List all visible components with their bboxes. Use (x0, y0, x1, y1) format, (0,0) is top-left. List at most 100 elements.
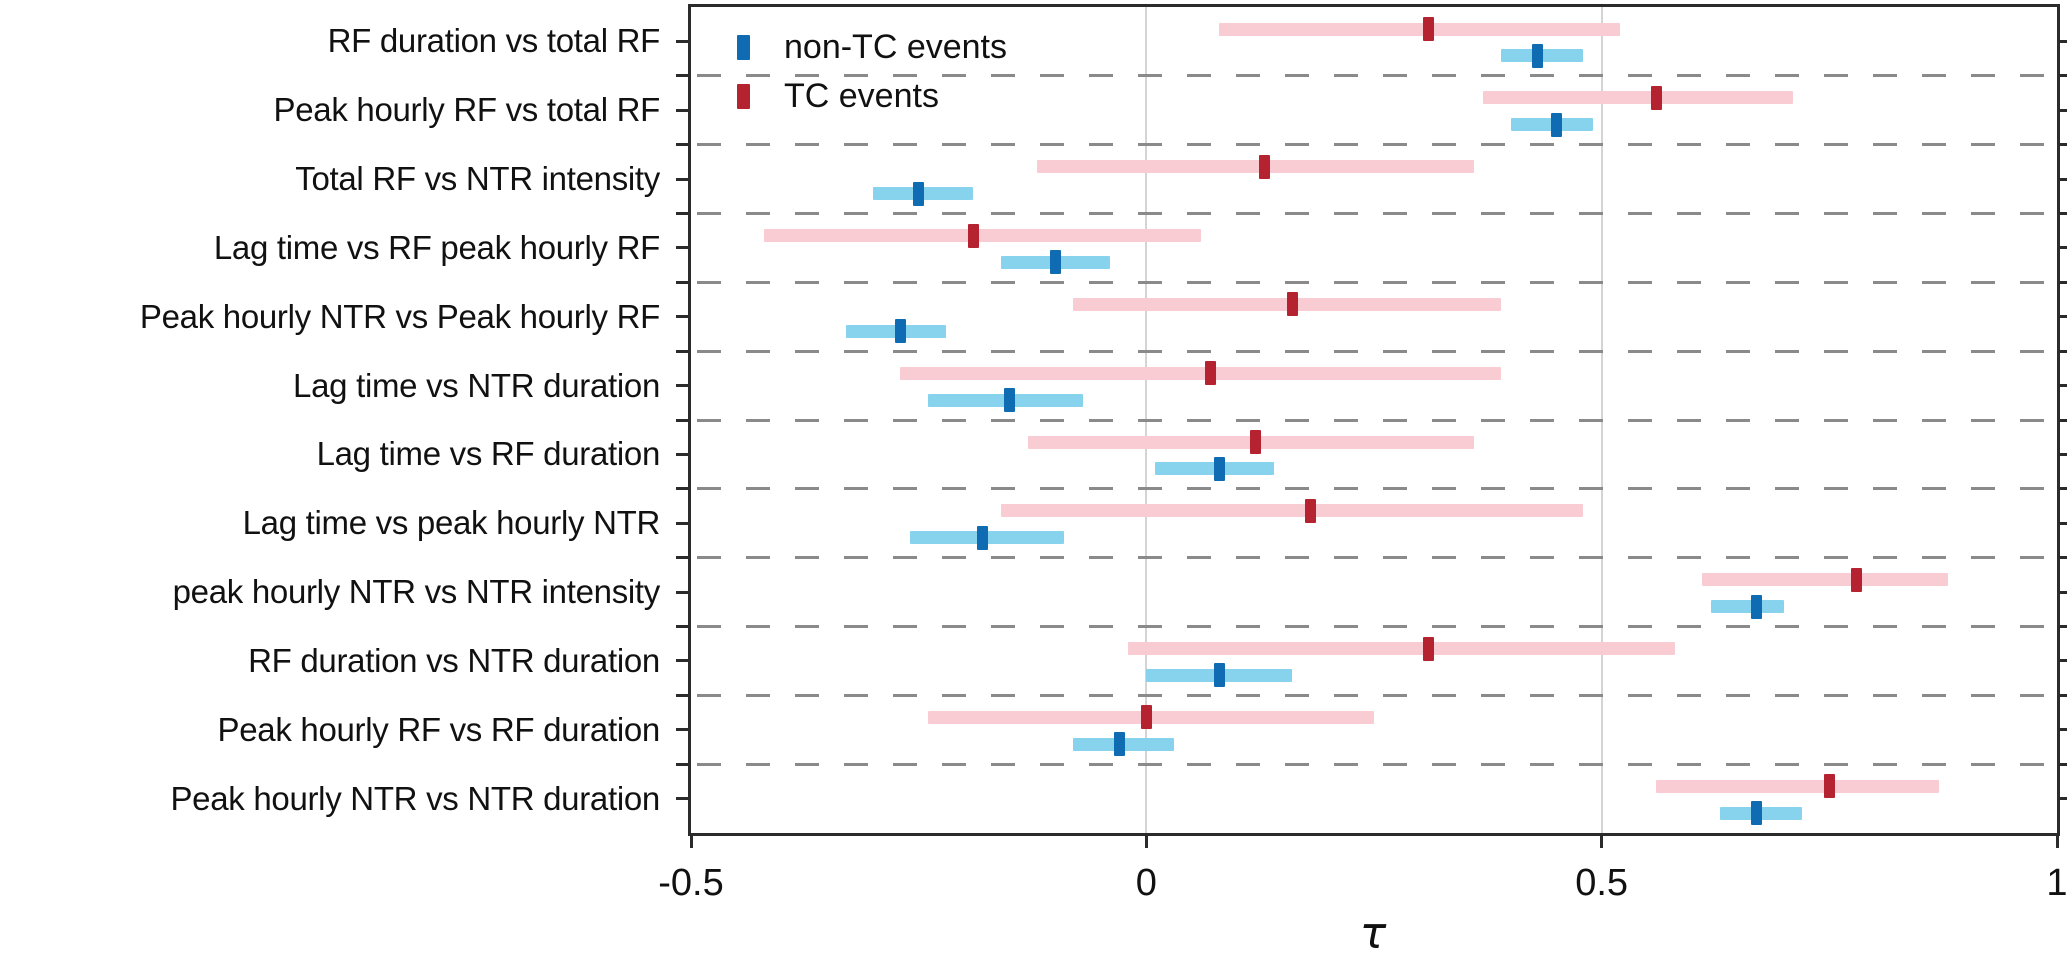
y-axis-tick (676, 590, 688, 594)
x-axis-tick (689, 836, 693, 848)
row-separator (691, 418, 2057, 422)
non-tc-marker (1550, 112, 1562, 137)
y-axis-label: Lag time vs peak hourly NTR (242, 504, 661, 542)
y-axis-label: RF duration vs NTR duration (248, 641, 660, 679)
y-axis-label: peak hourly NTR vs NTR intensity (172, 573, 661, 611)
y-axis-tick (2060, 762, 2067, 766)
y-axis-tick (676, 487, 688, 491)
tc-marker (1423, 17, 1435, 42)
y-axis-label: Peak hourly RF vs total RF (273, 91, 661, 129)
non-tc-marker (1049, 250, 1061, 275)
y-axis-tick (2060, 590, 2067, 594)
legend-item: non-TC events (701, 28, 1007, 66)
row-separator (691, 487, 2057, 491)
y-axis-tick (2060, 280, 2067, 284)
x-tick-label: 0 (1135, 862, 1157, 904)
tc-ci-band (1128, 642, 1675, 656)
non-tc-marker (1213, 456, 1225, 481)
y-axis-tick (2060, 797, 2067, 801)
tc-marker (967, 223, 979, 248)
row-separator (691, 74, 2057, 78)
tc-marker (1823, 774, 1835, 799)
x-axis-tick (1144, 836, 1148, 848)
y-axis-tick (2060, 452, 2067, 456)
tc-ci-band (1000, 504, 1584, 518)
x-axis-tick (2055, 836, 2059, 848)
y-axis-tick (2060, 246, 2067, 250)
y-axis-tick (2060, 728, 2067, 732)
y-axis-tick (676, 246, 688, 250)
y-axis-labels: RF duration vs total RF Peak hourly RF vs… (0, 4, 674, 836)
row-separator (691, 762, 2057, 766)
y-axis-tick (2060, 659, 2067, 663)
non-tc-marker (1213, 663, 1225, 688)
row-separator (691, 556, 2057, 560)
y-axis-tick (2060, 74, 2067, 78)
legend-item: TC events (701, 77, 939, 115)
tc-marker (1423, 636, 1435, 661)
tc-marker (1204, 361, 1216, 386)
tc-ci-band (1483, 91, 1793, 105)
y-axis-tick (676, 315, 688, 319)
y-axis-tick (676, 556, 688, 560)
tc-marker (1259, 154, 1271, 179)
tc-marker (1286, 292, 1298, 317)
y-axis-tick (2060, 39, 2067, 43)
non-tc-marker (1750, 801, 1762, 826)
tc-marker (1650, 85, 1662, 110)
non-tc-marker (913, 181, 925, 206)
row-separator (691, 212, 2057, 215)
tc-ci-band (1656, 779, 1939, 793)
x-tick-label: 0.5 (1575, 862, 1629, 904)
non-tc-ci-band (1710, 600, 1784, 614)
y-axis-tick (2060, 143, 2067, 147)
y-axis-tick (2060, 212, 2067, 215)
tc-marker (1304, 498, 1316, 523)
tc-marker (1250, 430, 1262, 455)
y-axis-tick (676, 384, 688, 388)
y-axis-tick (676, 452, 688, 456)
plot-area: non-TC events TC events (676, 4, 2067, 848)
row-separator (691, 693, 2057, 697)
tc-marker (1140, 705, 1152, 730)
y-axis-tick (2060, 384, 2067, 388)
y-axis-tick (2060, 349, 2067, 353)
x-axis-label: τ (1359, 908, 1387, 959)
y-axis-tick (676, 762, 688, 766)
row-separator (691, 349, 2057, 353)
non-tc-marker (1532, 43, 1544, 68)
row-separator (691, 143, 2057, 147)
tc-ci-band (900, 366, 1502, 380)
y-axis-label: Lag time vs RF peak hourly RF (213, 228, 660, 266)
y-axis-tick (676, 521, 688, 525)
tc-ci-band (1701, 573, 1948, 587)
row-separator (691, 280, 2057, 284)
y-axis-tick (2060, 556, 2067, 560)
y-axis-tick (676, 143, 688, 147)
legend-label: non-TC events (784, 27, 1007, 66)
y-axis-tick (676, 108, 688, 112)
y-axis-tick (676, 625, 688, 628)
y-axis-label: Peak hourly NTR vs NTR duration (170, 779, 660, 817)
non-tc-marker (1004, 388, 1016, 413)
row-separator (691, 625, 2057, 628)
y-axis-tick (676, 659, 688, 663)
y-axis-label: Total RF vs NTR intensity (295, 160, 660, 198)
y-axis-tick (676, 728, 688, 732)
y-axis-tick (676, 280, 688, 284)
y-axis-tick (2060, 625, 2067, 628)
non-tc-marker (1113, 732, 1125, 757)
y-axis-tick (2060, 108, 2067, 112)
y-axis-tick (676, 797, 688, 801)
legend-swatch-non-tc-events (737, 34, 750, 60)
x-axis-tick (1600, 836, 1604, 848)
x-tick-label: 1 (2046, 862, 2067, 904)
y-axis-tick (2060, 487, 2067, 491)
y-axis-label: Lag time vs RF duration (316, 435, 661, 473)
tc-ci-band (1219, 22, 1620, 36)
y-axis-label: Peak hourly NTR vs Peak hourly RF (139, 297, 660, 335)
y-axis-label: Lag time vs NTR duration (293, 366, 660, 404)
legend-swatch-tc-events (737, 83, 750, 109)
y-axis-tick (2060, 693, 2067, 697)
